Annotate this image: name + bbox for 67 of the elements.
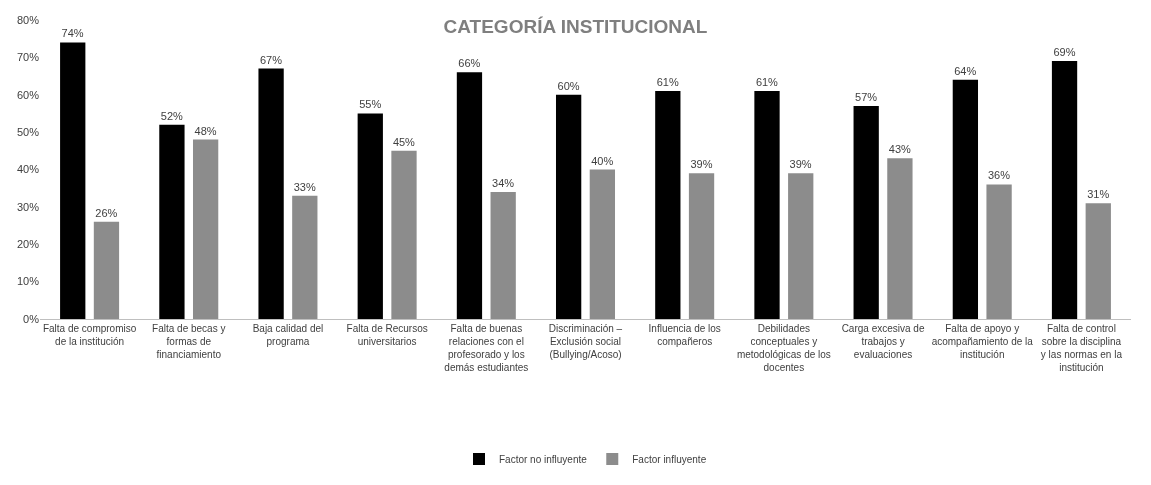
y-tick-label: 40% — [16, 163, 40, 176]
bar — [192, 139, 219, 319]
data-label: 33% — [293, 180, 316, 193]
y-tick-label: 30% — [16, 200, 40, 213]
bar — [1051, 61, 1078, 319]
data-label: 60% — [557, 79, 580, 92]
bar — [754, 91, 780, 319]
x-tick-label: Falta de buenas relaciones con el profesorado y los demás estudiantes — [444, 323, 529, 373]
bar — [788, 173, 814, 319]
data-label: 52% — [160, 109, 184, 122]
data-label: 67% — [259, 53, 283, 66]
bar — [853, 105, 879, 319]
data-label: 26% — [95, 206, 118, 219]
data-label: 40% — [591, 154, 614, 167]
data-label: 39% — [789, 158, 812, 171]
y-tick-label: 10% — [16, 275, 40, 288]
data-label: 31% — [1087, 188, 1110, 201]
x-tick-label: Falta de apoyo y acompañamiento de la institución — [931, 323, 1034, 360]
bar — [490, 191, 516, 319]
bar — [986, 184, 1012, 319]
bar — [159, 124, 185, 319]
x-tick-label: Falta de compromiso de la institución — [42, 323, 137, 347]
bar — [456, 72, 483, 319]
bar — [589, 169, 616, 319]
bar — [93, 221, 120, 319]
bar — [60, 42, 86, 319]
data-label: 43% — [888, 143, 912, 156]
bar — [258, 68, 284, 319]
y-tick-label: 20% — [16, 238, 40, 251]
x-tick-label: Debilidades conceptuales y metodológicas de los docentes — [736, 323, 831, 373]
data-label: 74% — [61, 27, 84, 40]
data-label: 39% — [690, 158, 713, 171]
bar — [1085, 203, 1111, 319]
bar — [688, 173, 715, 319]
data-label: 61% — [656, 76, 679, 89]
y-tick-label: 60% — [16, 88, 40, 101]
data-label: 36% — [987, 169, 1011, 182]
bar — [555, 94, 582, 319]
chart-title: CATEGORÍA INSTITUCIONAL — [443, 15, 708, 37]
y-tick-label: 80% — [16, 13, 40, 26]
legend-label: Factor no influyente — [499, 453, 588, 465]
x-tick-label: Baja calidad del programa — [252, 323, 324, 347]
bar — [357, 113, 383, 319]
y-tick-label: 0% — [23, 312, 40, 325]
data-label: 69% — [1053, 46, 1076, 59]
data-label: 45% — [392, 135, 416, 148]
x-tick-label: Carga excesiva de trabajos y evaluaciones — [841, 323, 925, 360]
data-label: 61% — [755, 76, 779, 89]
bar — [887, 158, 913, 319]
bar — [952, 79, 979, 319]
y-tick-label: 70% — [16, 51, 40, 64]
data-label: 64% — [954, 64, 977, 77]
x-tick-label: Discriminación – Exclusión social (Bullying/Acoso) — [548, 323, 623, 360]
data-label: 48% — [194, 124, 217, 137]
bar — [655, 91, 681, 319]
x-tick-label: Falta de Recursos universitarios — [346, 323, 428, 347]
legend-label: Factor influyente — [632, 453, 707, 465]
y-tick-label: 50% — [16, 125, 40, 138]
data-label: 57% — [855, 90, 878, 103]
x-tick-label: Falta de control sobre la disciplina y las normas en la institución — [1040, 323, 1123, 373]
x-tick-label: Falta de becas y formas de financiamiento — [152, 323, 226, 360]
data-label: 34% — [492, 176, 515, 189]
data-label: 66% — [458, 57, 481, 70]
x-tick-label: Influencia de los compañeros — [648, 323, 721, 347]
bar — [391, 150, 417, 319]
bar — [292, 195, 318, 319]
data-label: 55% — [359, 98, 382, 111]
